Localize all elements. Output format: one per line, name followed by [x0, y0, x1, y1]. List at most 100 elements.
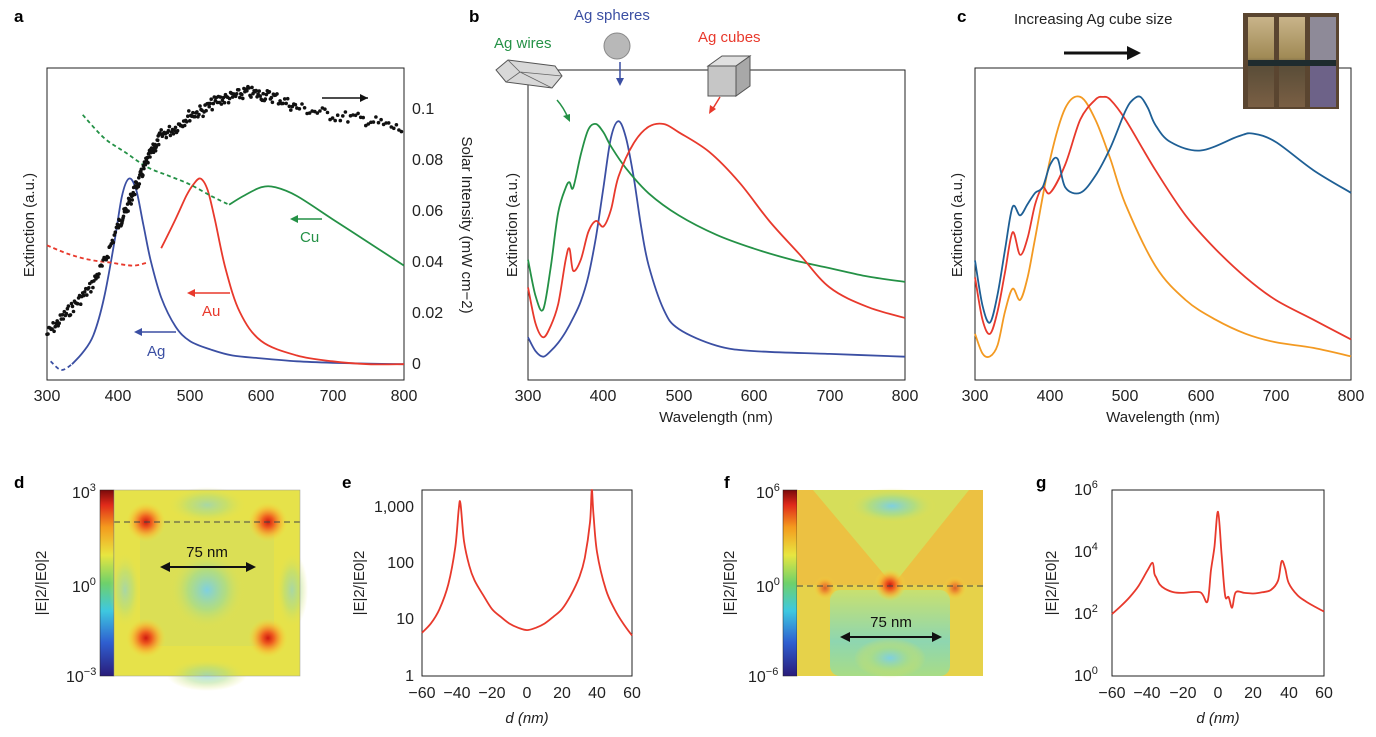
solar-data-point: [261, 91, 266, 96]
panel-a-xtick: 400: [105, 388, 132, 405]
ag-spheres-label: Ag spheres: [574, 7, 650, 24]
solar-data-point: [341, 114, 345, 118]
panel-a-y2tick: 0.06: [412, 203, 443, 220]
panel-e-xtick: −20: [478, 685, 505, 702]
panel-e-plot: [421, 489, 633, 637]
solar-data-point: [297, 107, 302, 111]
solar-data-point: [325, 110, 330, 115]
solar-data-point: [167, 124, 172, 129]
panel-label-b: b: [469, 7, 479, 26]
panel-a-xtick: 700: [320, 388, 347, 405]
solar-data-point: [241, 96, 245, 101]
solar-data-point: [270, 100, 275, 105]
panel-c-xtick: 500: [1112, 388, 1139, 405]
solar-data-point: [315, 111, 320, 115]
ag-wires-label: Ag wires: [494, 35, 552, 52]
solar-data-point: [293, 102, 298, 107]
panel-b-annotations: Ag wires Ag spheres Ag cubes: [494, 7, 761, 122]
solar-data-point: [112, 233, 117, 237]
solar-data-point: [290, 104, 295, 109]
panel-g-ylabel: |E|2/|E0|2: [1043, 551, 1060, 616]
solar-data-point: [209, 97, 213, 101]
cuvette-photo: [1243, 13, 1339, 109]
series-a-cu: [228, 185, 405, 267]
solar-data-point: [164, 135, 169, 140]
cbar-f-tick: 100: [756, 576, 780, 596]
series-b-ag-cubes: [527, 122, 906, 339]
panel-c-xtick: 400: [1037, 388, 1064, 405]
solar-data-point: [323, 107, 327, 111]
solar-data-point: [52, 329, 56, 334]
solar-data-point: [137, 176, 141, 180]
solar-data-point: [269, 95, 274, 100]
solar-data-point: [70, 304, 75, 309]
panel-e-xtick: −60: [408, 685, 435, 702]
solar-data-point: [289, 108, 293, 112]
panel-b-xtick: 600: [741, 388, 768, 405]
solar-data-point: [153, 148, 158, 153]
solar-data-point: [346, 120, 350, 124]
panel-g-ytick: 102: [1074, 603, 1098, 623]
solar-data-point: [201, 114, 205, 119]
panel-b-xtick: 400: [590, 388, 617, 405]
panel-b-xtick: 700: [817, 388, 844, 405]
panel-e-y-ticks: 1 10 100 1,000: [374, 499, 414, 685]
field-map-d: [109, 487, 308, 691]
solar-data-point: [195, 110, 199, 114]
panel-label-f: f: [724, 473, 730, 492]
panel-label-g: g: [1036, 473, 1046, 492]
panel-g-xtick: 60: [1315, 685, 1333, 702]
solar-data-point: [71, 309, 76, 314]
solar-data-point: [113, 230, 118, 234]
solar-data-point: [68, 313, 73, 317]
solar-data-point: [188, 119, 192, 123]
solar-data-point: [82, 290, 87, 294]
solar-data-point: [353, 113, 358, 118]
solar-data-point: [284, 101, 289, 106]
panel-e-xtick: 40: [588, 685, 606, 702]
panel-label-c: c: [957, 7, 966, 26]
series-c-small-cube: [974, 95, 1352, 358]
scale-label-d: 75 nm: [186, 544, 228, 561]
solar-data-point: [198, 104, 202, 108]
ag-cubes-label: Ag cubes: [698, 29, 761, 46]
solar-data-point: [187, 109, 191, 113]
solar-data-point: [238, 95, 242, 100]
panel-a-xtick: 600: [248, 388, 275, 405]
solar-data-point: [207, 104, 211, 109]
solar-data-point: [287, 104, 292, 109]
cubes-arrowhead: [709, 105, 716, 114]
solar-data-point: [159, 128, 163, 132]
panel-e-xtick: 60: [623, 685, 641, 702]
colorbar-d-ticks: 103 100 10−3: [66, 482, 96, 686]
solar-data-point: [219, 102, 224, 106]
cbar-f-tick: 10−6: [748, 666, 778, 686]
solar-data-point: [142, 166, 146, 171]
solar-axis-arrowhead: [360, 94, 368, 102]
solar-data-point: [220, 98, 225, 103]
panel-g-frame: [1111, 489, 1325, 677]
solar-data-point: [204, 108, 208, 113]
solar-data-point: [267, 90, 272, 94]
solar-data-point: [78, 302, 83, 307]
series-a-ag-dashed: [49, 360, 73, 371]
solar-data-point: [75, 301, 80, 306]
solar-data-point: [148, 155, 152, 159]
cube-icon: [706, 55, 752, 97]
solar-data-point: [374, 115, 378, 119]
solar-data-point: [237, 88, 241, 92]
solar-data-point: [121, 214, 126, 219]
panel-e-xlabel: d (nm): [505, 710, 548, 727]
wires-arrowhead: [563, 114, 570, 122]
panel-e-xtick: −40: [443, 685, 470, 702]
ag-arrowhead: [134, 328, 142, 336]
panel-f-ylabel: |E|2/|E0|2: [721, 551, 738, 616]
solar-data-point: [234, 92, 239, 96]
solar-data-point: [111, 240, 116, 245]
solar-data-point: [61, 317, 66, 321]
solar-data-point: [281, 101, 285, 106]
solar-data-point: [69, 301, 74, 306]
solar-data-point: [255, 95, 259, 99]
panel-a-y2tick: 0: [412, 356, 421, 373]
solar-data-point: [276, 102, 281, 106]
